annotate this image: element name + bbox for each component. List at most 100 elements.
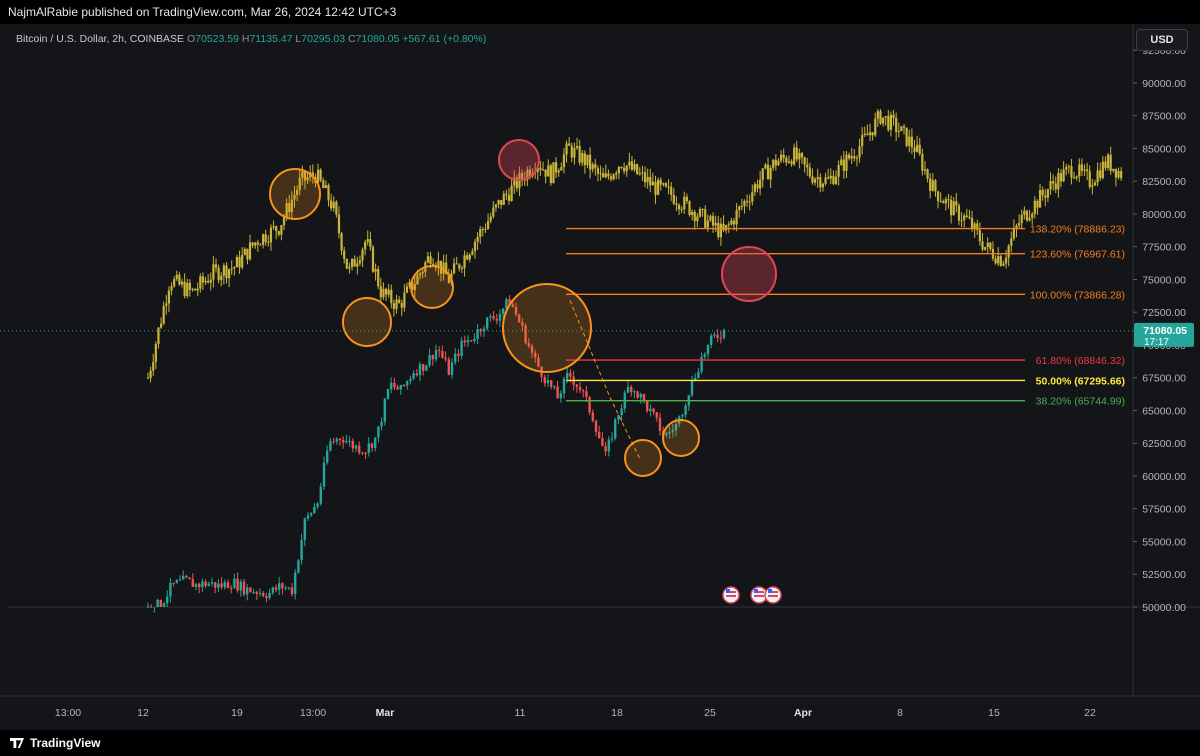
candle: [633, 391, 636, 393]
overlay-candle: [596, 168, 600, 174]
candle: [159, 599, 162, 607]
candle: [166, 596, 169, 604]
overlay-candle: [377, 269, 380, 287]
candle: [172, 582, 175, 584]
overlay-candle: [484, 228, 487, 230]
overlay-candle: [808, 167, 811, 177]
overlay-candle: [539, 167, 542, 171]
overlay-candle: [609, 176, 613, 180]
overlay-candle: [432, 263, 435, 265]
overlay-candle: [319, 169, 322, 181]
overlay-candle: [165, 303, 168, 306]
candle: [569, 372, 572, 377]
candle: [268, 592, 271, 599]
overlay-candle: [1018, 223, 1021, 226]
overlay-candle: [709, 216, 712, 221]
overlay-candle: [1101, 161, 1104, 179]
overlay-candle: [677, 204, 681, 210]
us-flag-icon-stripe: [754, 595, 764, 597]
overlay-candle: [241, 255, 244, 268]
overlay-candle: [466, 255, 469, 260]
overlay-candle: [615, 173, 618, 175]
overlay-candle: [664, 183, 668, 187]
candle: [178, 579, 182, 581]
overlay-candle: [262, 234, 265, 245]
overlay-candle: [447, 274, 450, 283]
candle: [335, 438, 338, 442]
overlay-candle: [630, 161, 634, 170]
price-tick-label: 65000.00: [1142, 405, 1186, 417]
overlay-candle: [999, 256, 1002, 266]
overlay-candle: [170, 286, 173, 291]
overlay-candle: [1117, 170, 1120, 178]
overlay-candle: [751, 192, 754, 202]
overlay-candle: [659, 179, 662, 185]
overlay-candle: [892, 114, 895, 119]
overlay-candle: [1031, 213, 1034, 218]
overlay-candle: [798, 152, 801, 160]
overlay-candle: [719, 223, 723, 238]
overlay-candle: [502, 193, 505, 205]
overlay-candle: [1083, 169, 1086, 171]
open-label: O: [186, 33, 196, 45]
overlay-candle: [599, 173, 602, 175]
candle: [668, 431, 671, 434]
orange-highlight-circle: [502, 283, 592, 373]
candle: [482, 328, 486, 332]
candle: [156, 599, 159, 607]
candle: [486, 317, 489, 329]
overlay-candle: [1052, 181, 1055, 184]
overlay-candle: [743, 200, 746, 207]
footer-bar: TradingView: [0, 730, 1200, 756]
currency-button[interactable]: USD: [1136, 29, 1188, 51]
overlay-candle: [866, 133, 869, 136]
overlay-candle: [1025, 210, 1029, 221]
overlay-candle: [369, 239, 372, 247]
candle: [316, 503, 319, 507]
overlay-candle: [722, 223, 725, 231]
overlay-candle: [343, 250, 346, 259]
overlay-candle: [889, 114, 893, 130]
candle: [438, 349, 441, 352]
overlay-candle: [1054, 183, 1057, 190]
candle: [537, 357, 540, 367]
overlay-candle: [471, 251, 474, 255]
overlay-candle: [934, 180, 937, 192]
overlay-candle: [332, 201, 335, 209]
candle: [591, 412, 594, 421]
overlay-candle: [476, 236, 479, 242]
overlay-candle: [301, 171, 304, 178]
overlay-candle: [235, 257, 239, 268]
overlay-candle: [913, 147, 916, 152]
candle: [214, 582, 217, 588]
overlay-candle: [575, 146, 579, 148]
overlay-candle: [858, 146, 861, 158]
overlay-candle: [950, 199, 953, 216]
overlay-candle: [479, 229, 482, 237]
candle: [185, 575, 188, 578]
overlay-candle: [306, 177, 309, 181]
candle: [444, 357, 447, 360]
overlay-candle: [154, 343, 157, 362]
overlay-candle: [400, 302, 403, 308]
candle: [447, 359, 450, 375]
overlay-candle: [1004, 257, 1008, 264]
publisher-bar: NajmAlRabie published on TradingView.com…: [0, 0, 1200, 24]
overlay-candle: [900, 126, 903, 132]
candle: [607, 439, 610, 452]
candle: [575, 384, 578, 387]
candle: [377, 426, 380, 438]
overlay-candle: [186, 282, 189, 297]
overlay-candle: [800, 152, 804, 158]
overlay-candle: [560, 167, 563, 171]
overlay-candle: [855, 157, 859, 159]
overlay-candle: [233, 267, 236, 269]
overlay-candle: [923, 169, 927, 171]
candle: [428, 354, 431, 366]
overlay-candle: [350, 259, 354, 267]
overlay-candle: [492, 207, 495, 217]
overlay-candle: [766, 164, 770, 180]
candle: [239, 581, 242, 591]
candle: [559, 393, 562, 399]
